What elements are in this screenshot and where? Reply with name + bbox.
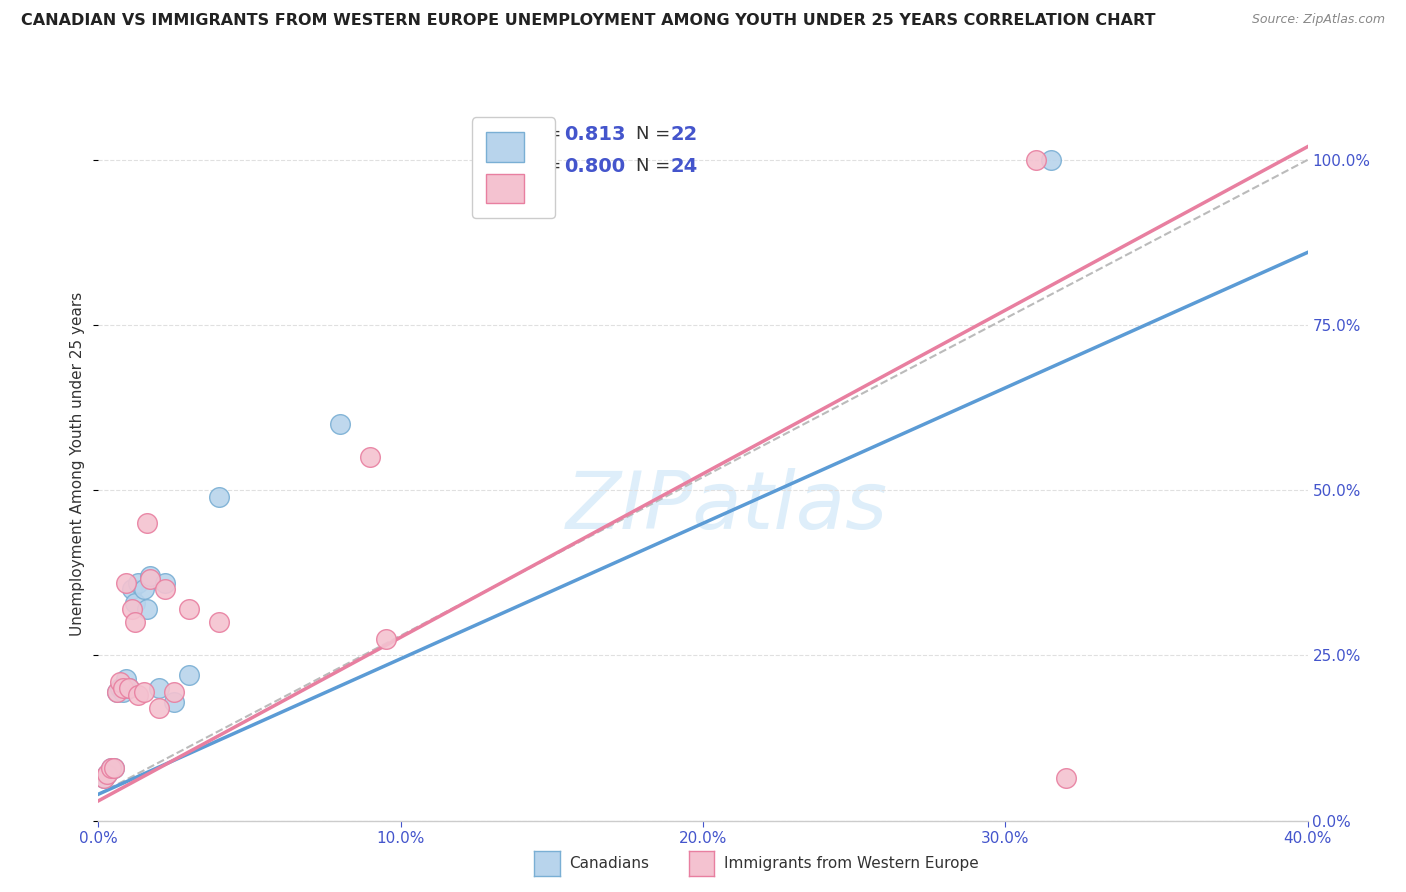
Point <box>163 695 186 709</box>
Text: 0.813: 0.813 <box>564 125 626 144</box>
Point <box>374 632 396 646</box>
Point <box>124 596 146 610</box>
Point <box>135 602 157 616</box>
Point <box>208 615 231 630</box>
Point <box>121 602 143 616</box>
Text: Immigrants from Western Europe: Immigrants from Western Europe <box>724 856 979 871</box>
Point <box>208 490 231 504</box>
Point <box>148 681 170 696</box>
Text: 0.800: 0.800 <box>564 157 626 176</box>
Point <box>127 575 149 590</box>
Text: Source: ZipAtlas.com: Source: ZipAtlas.com <box>1251 13 1385 27</box>
Point <box>114 575 136 590</box>
Point <box>329 417 352 432</box>
Point <box>103 761 125 775</box>
Text: N =: N = <box>637 157 671 175</box>
Point <box>179 668 201 682</box>
Point <box>105 685 128 699</box>
Point <box>1024 153 1046 167</box>
Point <box>93 771 115 785</box>
Text: CANADIAN VS IMMIGRANTS FROM WESTERN EUROPE UNEMPLOYMENT AMONG YOUTH UNDER 25 YEA: CANADIAN VS IMMIGRANTS FROM WESTERN EURO… <box>21 13 1156 29</box>
Point <box>135 516 157 531</box>
Point <box>360 450 382 465</box>
Point <box>121 582 143 597</box>
Point <box>100 761 122 775</box>
Point <box>153 575 176 590</box>
Point <box>139 573 162 587</box>
Point <box>100 761 122 775</box>
Legend: , : , <box>471 118 555 218</box>
Point <box>163 685 186 699</box>
Point <box>132 582 155 597</box>
Point <box>132 685 155 699</box>
Point <box>124 615 146 630</box>
Text: ZIPatlas: ZIPatlas <box>567 467 889 546</box>
Point <box>118 681 141 696</box>
Text: N =: N = <box>637 125 671 143</box>
Point <box>118 681 141 696</box>
Point <box>96 767 118 781</box>
Point <box>1054 771 1077 785</box>
Point <box>148 701 170 715</box>
Point <box>93 771 115 785</box>
Point <box>96 767 118 781</box>
Point <box>111 681 134 696</box>
Point <box>1039 153 1062 167</box>
Point <box>179 602 201 616</box>
Point <box>114 672 136 686</box>
Y-axis label: Unemployment Among Youth under 25 years: Unemployment Among Youth under 25 years <box>70 292 86 636</box>
Text: R =: R = <box>527 157 561 175</box>
Point <box>139 569 162 583</box>
Point <box>111 685 134 699</box>
Point <box>108 674 131 689</box>
Point <box>108 681 131 696</box>
Text: 24: 24 <box>671 157 697 176</box>
Text: Canadians: Canadians <box>569 856 650 871</box>
Point <box>127 688 149 702</box>
Text: R =: R = <box>527 125 561 143</box>
Text: 22: 22 <box>671 125 697 144</box>
Point <box>153 582 176 597</box>
Point <box>105 685 128 699</box>
Point <box>103 761 125 775</box>
